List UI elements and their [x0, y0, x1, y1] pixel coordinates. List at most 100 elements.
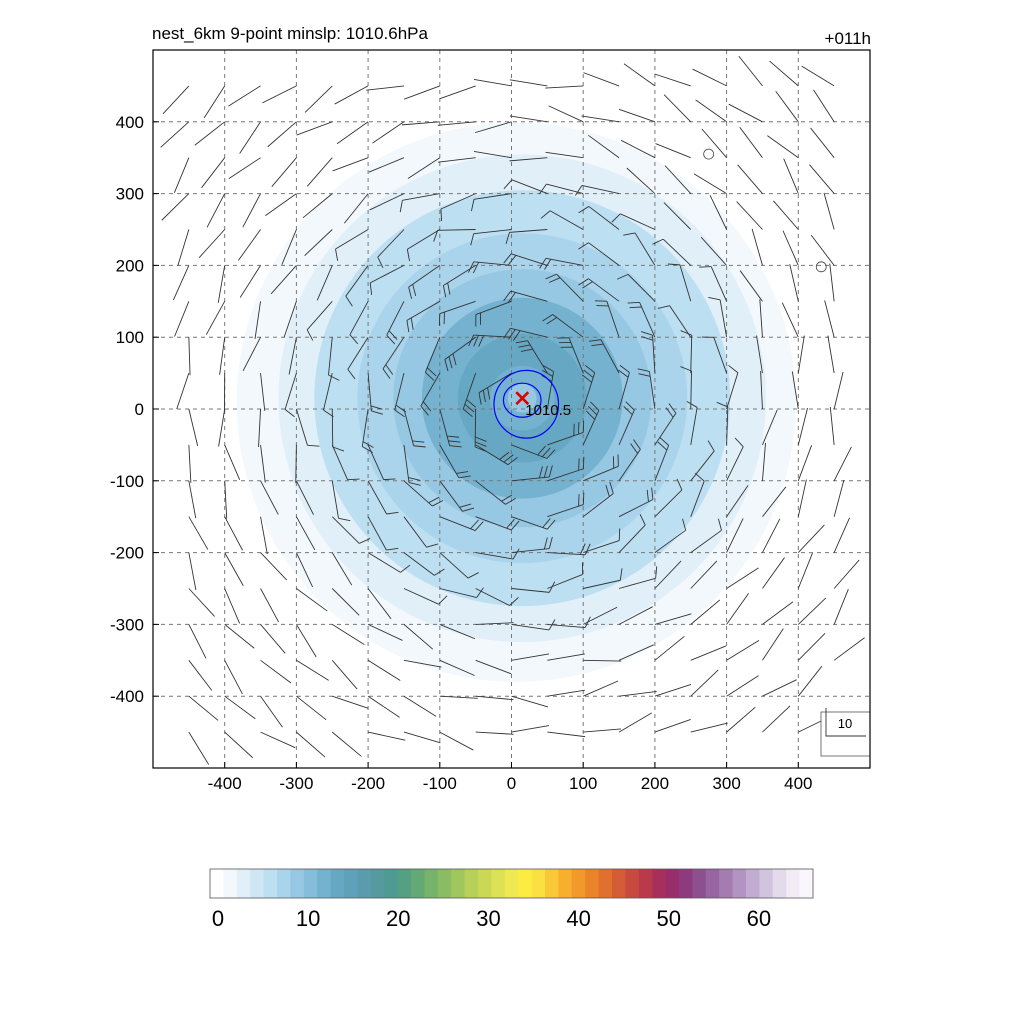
wind-barb-89 [726, 567, 759, 589]
wind-barb-129 [797, 479, 807, 517]
wind-barb-54 [833, 637, 865, 661]
colorbar [209, 868, 814, 899]
wind-barb-81 [439, 587, 484, 598]
wind-barb-190 [284, 372, 297, 418]
wind-barb-155 [367, 444, 396, 481]
wind-barb-228 [283, 301, 297, 338]
wind-barb-117 [367, 516, 399, 551]
pressure-contour-0 [493, 369, 560, 439]
wind-barb-337 [775, 90, 799, 123]
wind-barb-36 [188, 660, 213, 691]
wind-barb-33 [726, 675, 759, 697]
wind-barb-34 [762, 679, 797, 697]
wind-barb-243 [829, 263, 835, 302]
wind-barb-294 [574, 185, 620, 196]
colorbar-tick-label-3: 30 [476, 906, 500, 931]
wind-barb-215 [468, 334, 512, 347]
wind-barb-175 [403, 408, 426, 448]
wind-barb-297 [693, 173, 727, 194]
wind-barb-32 [690, 669, 719, 697]
wind-barb-167 [797, 407, 808, 446]
wind-barb-19 [224, 695, 256, 720]
wind-barb-153 [295, 444, 297, 483]
colorbar-cell-25 [545, 869, 559, 898]
wind-barb-323 [267, 121, 297, 148]
colorbar-cell-14 [397, 869, 412, 898]
wind-barb-122 [547, 492, 585, 518]
wind-barb-260 [751, 228, 763, 266]
wind-barb-3 [296, 731, 326, 758]
wind-barb-238 [616, 273, 656, 302]
wind-barb-258 [652, 238, 692, 266]
wind-barb-85 [583, 568, 623, 589]
wind-barb-213 [424, 337, 441, 381]
wind-barb-184 [760, 371, 763, 410]
wind-barb-324 [296, 121, 333, 136]
wind-barb-328 [437, 121, 476, 126]
wind-barb-9 [511, 725, 550, 733]
wind-barb-284 [242, 193, 261, 228]
wind-barb-52 [762, 628, 784, 661]
wind-barb-234 [475, 300, 512, 327]
wind-barb-68 [654, 613, 692, 625]
wind-barb-178 [541, 365, 555, 410]
y-tick-label-3: -100 [110, 472, 144, 491]
wind-barb-334 [663, 94, 692, 123]
wind-barb-156 [403, 444, 421, 486]
wind-barb-230 [349, 301, 369, 345]
wind-barb-125 [654, 478, 683, 518]
colorbar-cell-12 [370, 869, 385, 898]
colorbar-cell-2 [236, 869, 251, 898]
wind-barb-195 [462, 372, 477, 418]
wind-barb-242 [789, 264, 799, 302]
wind-barb-330 [509, 115, 548, 123]
wind-barb-14 [690, 722, 728, 733]
wind-barb-133 [260, 480, 279, 515]
wind-barb-73 [833, 588, 849, 625]
wind-barb-319 [810, 127, 835, 158]
wind-barb-192 [367, 373, 384, 415]
wind-barb-268 [335, 229, 369, 261]
colorbar-cell-1 [223, 869, 238, 898]
wind-barb-27 [511, 695, 549, 708]
wind-barb-308 [407, 157, 441, 179]
wind-barb-8 [475, 731, 514, 735]
wind-barb-80 [403, 588, 448, 605]
wind-barb-145 [690, 440, 715, 482]
wind-barb-217 [542, 314, 584, 338]
wind-barb-342 [262, 85, 297, 104]
colorbar-cell-15 [411, 869, 425, 898]
colorbar-cell-27 [571, 869, 586, 898]
wind-barb-139 [475, 480, 516, 505]
colorbar-cell-21 [491, 869, 506, 898]
y-tick-label-6: 200 [116, 256, 144, 275]
wind-barb-185 [791, 371, 799, 410]
wind-barb-168 [829, 407, 835, 445]
colorbar-cell-36 [692, 869, 707, 898]
reference-barb-box: 10 [820, 708, 870, 757]
wind-barb-154 [331, 444, 360, 481]
wind-barb-291 [470, 193, 512, 212]
wind-barb-283 [206, 193, 226, 228]
wind-barb-99 [403, 552, 445, 576]
wind-barb-225 [174, 301, 190, 337]
wind-barb-248 [316, 265, 333, 301]
wind-barb-181 [637, 368, 656, 410]
wind-barb-11 [583, 728, 622, 733]
wind-barb-305 [306, 157, 333, 187]
wind-barb-269 [377, 229, 405, 269]
wind-barb-201 [680, 330, 693, 374]
wind-barb-110 [797, 524, 825, 553]
wind-barb-103 [547, 543, 591, 556]
wind-barb-23 [367, 695, 400, 718]
wind-barb-151 [224, 444, 241, 481]
wind-barb-346 [404, 85, 440, 100]
wind-barb-307 [368, 157, 405, 173]
wind-barb-7 [439, 731, 474, 751]
wind-barb-172 [295, 408, 320, 447]
pressure-contour-1 [502, 382, 542, 418]
colorbar-cell-16 [424, 869, 439, 898]
wind-barb-221 [708, 297, 728, 338]
wind-barb-44 [475, 659, 512, 675]
